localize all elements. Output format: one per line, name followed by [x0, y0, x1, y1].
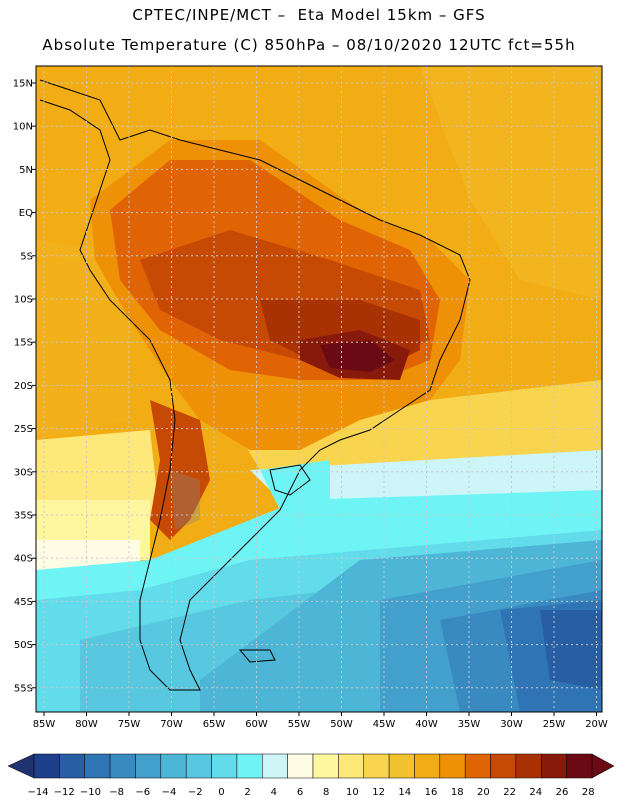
- lat-tick-label: 25S: [14, 424, 33, 435]
- colorbar-tick-label: 24: [529, 787, 542, 798]
- map-title-line-2: Absolute Temperature (C) 850hPa – 08/10/…: [42, 36, 576, 54]
- colorbar-swatch: [211, 753, 238, 779]
- colorbar-tick-label: 16: [425, 787, 438, 798]
- colorbar-tick-label: 22: [503, 787, 516, 798]
- colorbar-tick-label: 4: [271, 787, 277, 798]
- lon-tick-label: 45W: [373, 719, 396, 730]
- colorbar-swatch: [439, 753, 466, 779]
- colorbar-swatch: [262, 753, 288, 779]
- colorbar-swatch: [312, 753, 339, 779]
- colorbar-under-triangle: [7, 753, 35, 779]
- latitude-labels: 15N 10N 5N EQ 5S 10S 15S 20S 25S 30S 35S 40S 45S 50S 5…: [13, 79, 36, 694]
- colorbar-swatch: [287, 753, 314, 779]
- colorbar-swatch: [363, 753, 390, 779]
- colorbar-swatch: [236, 753, 263, 779]
- colorbar-swatch: [84, 753, 111, 779]
- coastline: [39, 79, 471, 691]
- colorbar-tick-label: −6: [135, 787, 150, 798]
- colorbar-swatch: [490, 753, 517, 779]
- colorbar-swatch: [33, 753, 60, 779]
- lat-tick-label: 55S: [14, 683, 33, 694]
- colorbar-swatch: [515, 753, 542, 779]
- colorbar-tick-label: 20: [477, 787, 490, 798]
- colorbar-tick-label: 28: [582, 787, 595, 798]
- colorbar-tick-label: 10: [346, 787, 359, 798]
- lat-tick-label: 30S: [14, 467, 33, 478]
- lon-tick-label: 30W: [500, 719, 523, 730]
- lon-tick-label: 70W: [160, 719, 183, 730]
- colorbar-swatch: [566, 753, 593, 779]
- colorbar-tick-label: −10: [80, 787, 101, 798]
- colorbar-tick-label: −8: [109, 787, 124, 798]
- lat-tick-label: 15N: [13, 79, 33, 90]
- graticule: [36, 66, 602, 712]
- colorbar-tick-label: −12: [54, 787, 75, 798]
- lat-tick-label: 40S: [14, 554, 33, 565]
- colorbar-tick-label: −4: [162, 787, 177, 798]
- lat-tick-label: 15S: [14, 338, 33, 349]
- lon-tick-label: 65W: [203, 719, 226, 730]
- map-frame: [35, 65, 603, 713]
- colorbar-tick-label: 18: [451, 787, 464, 798]
- lon-tick-label: 40W: [415, 719, 438, 730]
- colorbar: −14 −12 −10 −8 −6 −4 −2 0 2 4 6 8 10 12 14 16 18 20 22 24 26…: [7, 753, 615, 798]
- lat-tick-label: 50S: [14, 640, 33, 651]
- colorbar-tick-label: 0: [218, 787, 224, 798]
- colorbar-over-triangle: [591, 753, 615, 779]
- colorbar-swatch: [541, 753, 567, 779]
- colorbar-swatch: [388, 753, 415, 779]
- lon-tick-label: 60W: [245, 719, 268, 730]
- colorbar-tick-label: −14: [27, 787, 48, 798]
- lon-tick-label: 85W: [33, 719, 56, 730]
- colorbar-swatch: [160, 753, 187, 779]
- colorbar-tick-label: 8: [323, 787, 329, 798]
- colorbar-tick-label: −2: [188, 787, 203, 798]
- colorbar-swatch: [135, 753, 162, 779]
- lat-tick-label: 5S: [20, 251, 33, 262]
- colorbar-swatch: [59, 753, 85, 779]
- lon-tick-label: 55W: [288, 719, 311, 730]
- lat-tick-label: 35S: [14, 511, 33, 522]
- lon-tick-label: 20W: [585, 719, 608, 730]
- lat-tick-label: EQ: [19, 208, 33, 219]
- colorbar-tick-label: 12: [372, 787, 385, 798]
- colorbar-swatch: [185, 753, 212, 779]
- lat-tick-label: 10S: [14, 295, 33, 306]
- colorbar-tick-label: 26: [556, 787, 569, 798]
- lat-tick-label: 45S: [14, 597, 33, 608]
- colorbar-swatch: [338, 753, 364, 779]
- colorbar-swatch: [464, 753, 491, 779]
- colorbar-tick-label: 2: [244, 787, 250, 798]
- lon-tick-label: 35W: [458, 719, 481, 730]
- temperature-field: [36, 66, 602, 712]
- lon-tick-label: 80W: [75, 719, 98, 730]
- lon-tick-label: 75W: [118, 719, 141, 730]
- colorbar-swatch: [414, 753, 441, 779]
- lat-tick-label: 10N: [13, 122, 33, 133]
- colorbar-tick-label: 6: [297, 787, 303, 798]
- colorbar-swatch: [109, 753, 136, 779]
- lat-tick-label: 5N: [19, 165, 33, 176]
- map-title-line-1: CPTEC/INPE/MCT – Eta Model 15km – GFS: [132, 6, 486, 24]
- lon-tick-label: 50W: [330, 719, 353, 730]
- colorbar-tick-label: 14: [398, 787, 411, 798]
- lat-tick-label: 20S: [14, 381, 33, 392]
- longitude-labels: 85W 80W 75W 70W 65W 60W 55W 50W 45W 40W 35W 30W 25W 2…: [33, 712, 608, 730]
- lon-tick-label: 25W: [543, 719, 566, 730]
